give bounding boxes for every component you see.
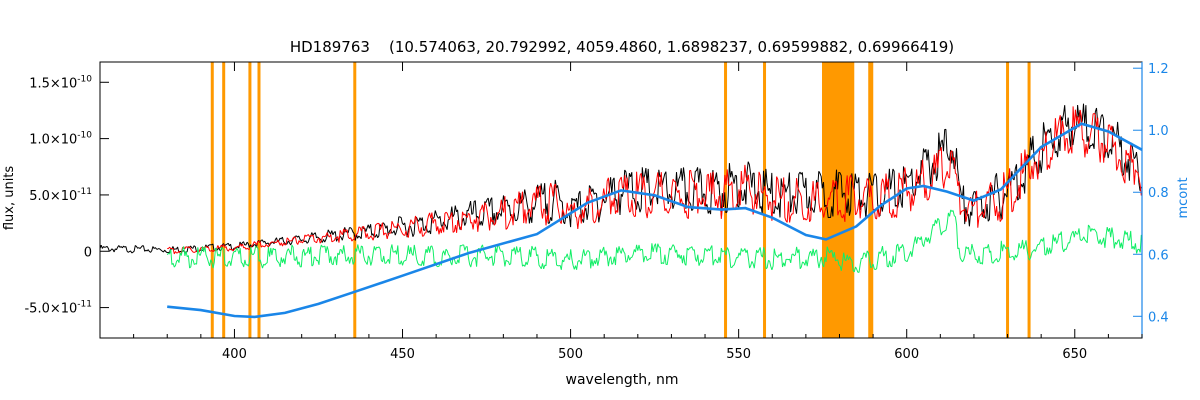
data-series bbox=[99, 103, 1143, 319]
y2-tick-label: 1.0 bbox=[1148, 124, 1169, 139]
x-axis-label: wavelength, nm bbox=[566, 372, 679, 388]
masked-line bbox=[763, 62, 767, 338]
masked-line bbox=[210, 62, 214, 338]
x-tick-label: 450 bbox=[390, 347, 415, 362]
axes: 400 450 500 550 600 650 -5.0×10-11 0 5.0×10-11 1.… bbox=[24, 61, 1169, 362]
x-tick-label: 550 bbox=[726, 347, 751, 362]
masked-line bbox=[1027, 62, 1031, 338]
masked-line bbox=[257, 62, 261, 338]
masked-line bbox=[248, 62, 252, 338]
y-tick-label: 1.0×10-10 bbox=[29, 131, 92, 148]
masked-line bbox=[222, 62, 226, 338]
continuum-series bbox=[167, 122, 1143, 319]
chart-title: HD189763 (10.574063, 20.792992, 4059.486… bbox=[290, 38, 954, 56]
masked-band bbox=[822, 62, 855, 338]
y-axis-label: flux, units bbox=[2, 166, 17, 231]
residual-series bbox=[166, 209, 1142, 273]
masked-line bbox=[1006, 62, 1010, 338]
y-tick-label: 5.0×10-11 bbox=[29, 187, 92, 204]
masked-regions bbox=[210, 62, 1031, 338]
x-tick-label: 650 bbox=[1062, 347, 1087, 362]
y-tick-label: -5.0×10-11 bbox=[24, 300, 92, 317]
x-tick-label: 500 bbox=[558, 347, 583, 362]
y-tick-label: 1.5×10-10 bbox=[29, 74, 92, 91]
x-tick-label: 400 bbox=[222, 347, 247, 362]
y2-tick-label: 0.4 bbox=[1148, 310, 1169, 325]
y2-tick-label: 0.6 bbox=[1148, 248, 1169, 263]
y2-tick-label: 0.8 bbox=[1148, 186, 1169, 201]
y2-axis-label: mcont bbox=[1176, 177, 1191, 218]
masked-line bbox=[353, 62, 357, 338]
masked-line bbox=[868, 62, 872, 338]
y-tick-label: 0 bbox=[84, 245, 92, 260]
x-tick-label: 600 bbox=[894, 347, 919, 362]
y2-tick-label: 1.2 bbox=[1148, 62, 1169, 77]
observed-spectrum-series bbox=[99, 103, 1142, 254]
model-spectrum-series bbox=[167, 106, 1142, 255]
